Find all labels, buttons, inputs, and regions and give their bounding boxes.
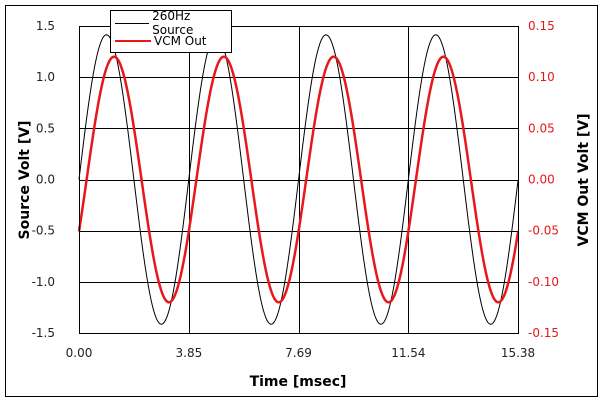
x-tick-label: 0.00 <box>66 346 93 360</box>
series-traces <box>77 34 520 325</box>
y-tick-label: 1.5 <box>36 19 55 33</box>
y-tick-label: -1.0 <box>32 275 55 289</box>
x-tick-label: 11.54 <box>391 346 425 360</box>
legend-item-source: 260Hz Source <box>115 9 231 37</box>
right-axis-ticks: 0.15 0.10 0.05 0.00 -0.05 -0.10 -0.15 <box>528 19 559 340</box>
series-line-260hz-source <box>78 34 519 325</box>
legend-label-vcm-out: VCM Out <box>154 34 207 48</box>
y-tick-label: -1.5 <box>32 326 55 340</box>
legend-swatch-black-line-icon <box>115 22 150 24</box>
x-tick-label: 15.38 <box>501 346 535 360</box>
y2-tick-label: 0.10 <box>528 70 555 84</box>
legend-item-vcm-out: VCM Out <box>115 32 207 50</box>
y-tick-label: -0.5 <box>32 224 55 238</box>
left-axis-ticks: 1.5 1.0 0.5 0.0 -0.5 -1.0 -1.5 <box>32 19 55 340</box>
right-axis-title: VCM Out Volt [V] <box>576 113 592 246</box>
x-axis-ticks: 0.00 3.85 7.69 11.54 15.38 <box>66 346 536 360</box>
y2-tick-label: -0.05 <box>528 224 559 238</box>
plot-area <box>79 26 519 334</box>
left-axis-title: Source Volt [V] <box>17 121 33 240</box>
y-tick-label: 1.0 <box>36 70 55 84</box>
x-axis-title: Time [msec] <box>250 374 347 390</box>
legend-swatch-red-line-icon <box>115 40 151 42</box>
y2-tick-label: -0.10 <box>528 275 559 289</box>
legend: 260Hz Source VCM Out <box>110 9 232 53</box>
y2-tick-label: -0.15 <box>528 326 559 340</box>
y2-tick-label: 0.00 <box>528 173 555 187</box>
y2-tick-label: 0.05 <box>528 121 555 135</box>
legend-label-source: 260Hz Source <box>152 9 194 37</box>
x-tick-label: 7.69 <box>285 346 312 360</box>
series-line-vcm-out <box>77 55 520 304</box>
y-tick-label: 0.5 <box>36 121 55 135</box>
y-tick-label: 0.0 <box>36 173 55 187</box>
x-tick-label: 3.85 <box>176 346 203 360</box>
y2-tick-label: 0.15 <box>528 19 555 33</box>
chart-frame <box>5 5 598 397</box>
